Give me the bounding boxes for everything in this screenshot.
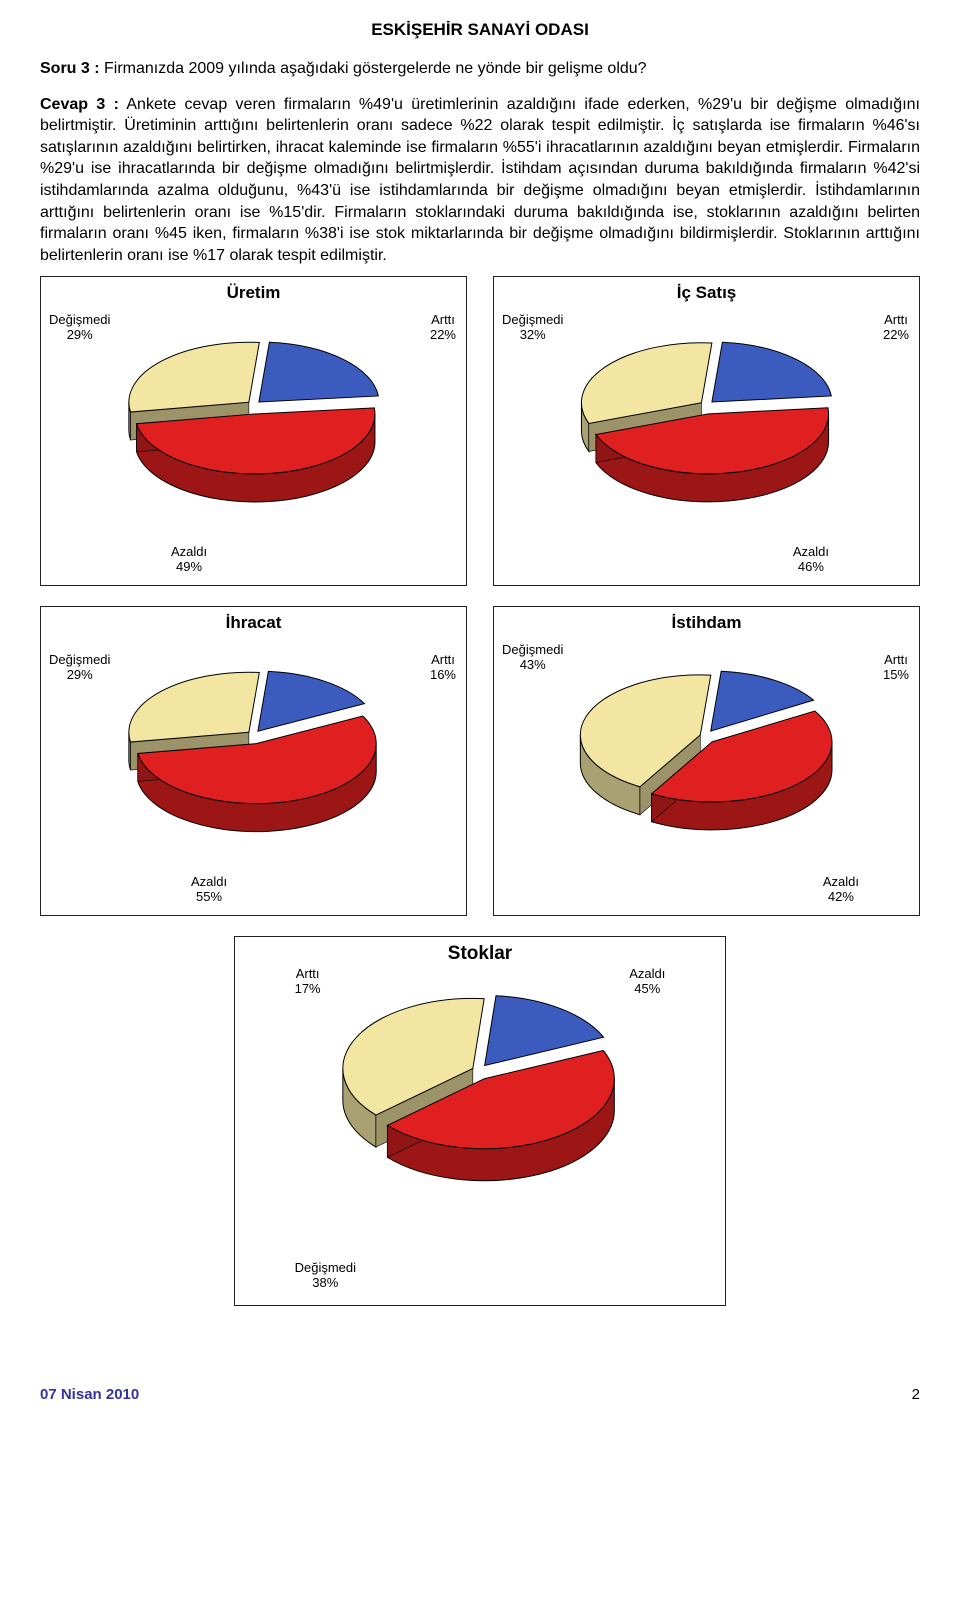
pie-ihracat [104,667,404,855]
callout-artti: Arttı17% [295,967,321,997]
page-footer: 07 Nisan 2010 2 [40,1386,920,1403]
pie-ic-satis [557,337,857,525]
chart-row-2: İhracat Değişmedi29% Arttı16% Azaldı55% … [40,606,920,916]
pie-uretim [104,337,404,525]
chart-title: Üretim [47,283,460,303]
chart-title: İhracat [47,613,460,633]
callout-azaldi: Azaldı55% [191,875,227,905]
answer-prefix: Cevap 3 : [40,96,119,113]
callout-artti: Arttı22% [883,313,909,343]
callout-degismedi: Değişmedi43% [502,643,563,673]
question-line: Soru 3 : Firmanızda 2009 yılında aşağıda… [40,58,920,80]
answer-text: Ankete cevap veren firmaların %49'u üret… [40,96,920,264]
callout-azaldi: Azaldı42% [823,875,859,905]
page-title: ESKİŞEHİR SANAYİ ODASI [40,20,920,40]
answer-paragraph: Cevap 3 : Ankete cevap veren firmaların … [40,94,920,267]
chart-stoklar: Stoklar Arttı17% Azaldı45% Değişmedi38% [234,936,727,1306]
chart-title: Stoklar [241,943,720,965]
footer-page-number: 2 [912,1386,920,1403]
chart-row-1: Üretim Değişmedi29% Arttı22% Azaldı49% İ… [40,276,920,586]
chart-ic-satis: İç Satış Değişmedi32% Arttı22% Azaldı46% [493,276,920,586]
callout-degismedi: Değişmedi32% [502,313,563,343]
chart-ihracat: İhracat Değişmedi29% Arttı16% Azaldı55% [40,606,467,916]
callout-artti: Arttı15% [883,653,909,683]
callout-azaldi: Azaldı45% [629,967,665,997]
callout-azaldi: Azaldı49% [171,545,207,575]
question-prefix: Soru 3 : [40,60,100,77]
callout-degismedi: Değişmedi29% [49,313,110,343]
callout-degismedi: Değişmedi29% [49,653,110,683]
callout-artti: Arttı22% [430,313,456,343]
chart-row-3: Stoklar Arttı17% Azaldı45% Değişmedi38% [40,936,920,1306]
chart-title: İstihdam [500,613,913,633]
chart-uretim: Üretim Değişmedi29% Arttı22% Azaldı49% [40,276,467,586]
callout-azaldi: Azaldı46% [793,545,829,575]
callout-artti: Arttı16% [430,653,456,683]
chart-istihdam: İstihdam Değişmedi43% Arttı15% Azaldı42% [493,606,920,916]
pie-istihdam [557,667,857,855]
footer-date: 07 Nisan 2010 [40,1386,139,1403]
callout-degismedi: Değişmedi38% [295,1261,356,1291]
pie-stoklar [320,992,640,1204]
question-text: Firmanızda 2009 yılında aşağıdaki göster… [104,60,647,77]
chart-title: İç Satış [500,283,913,303]
